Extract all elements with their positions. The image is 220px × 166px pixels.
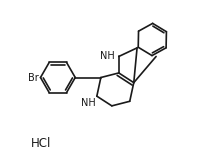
Text: NH: NH [100,51,115,61]
Text: Br: Br [28,73,39,83]
Text: NH: NH [81,98,95,108]
Text: HCl: HCl [31,137,51,150]
